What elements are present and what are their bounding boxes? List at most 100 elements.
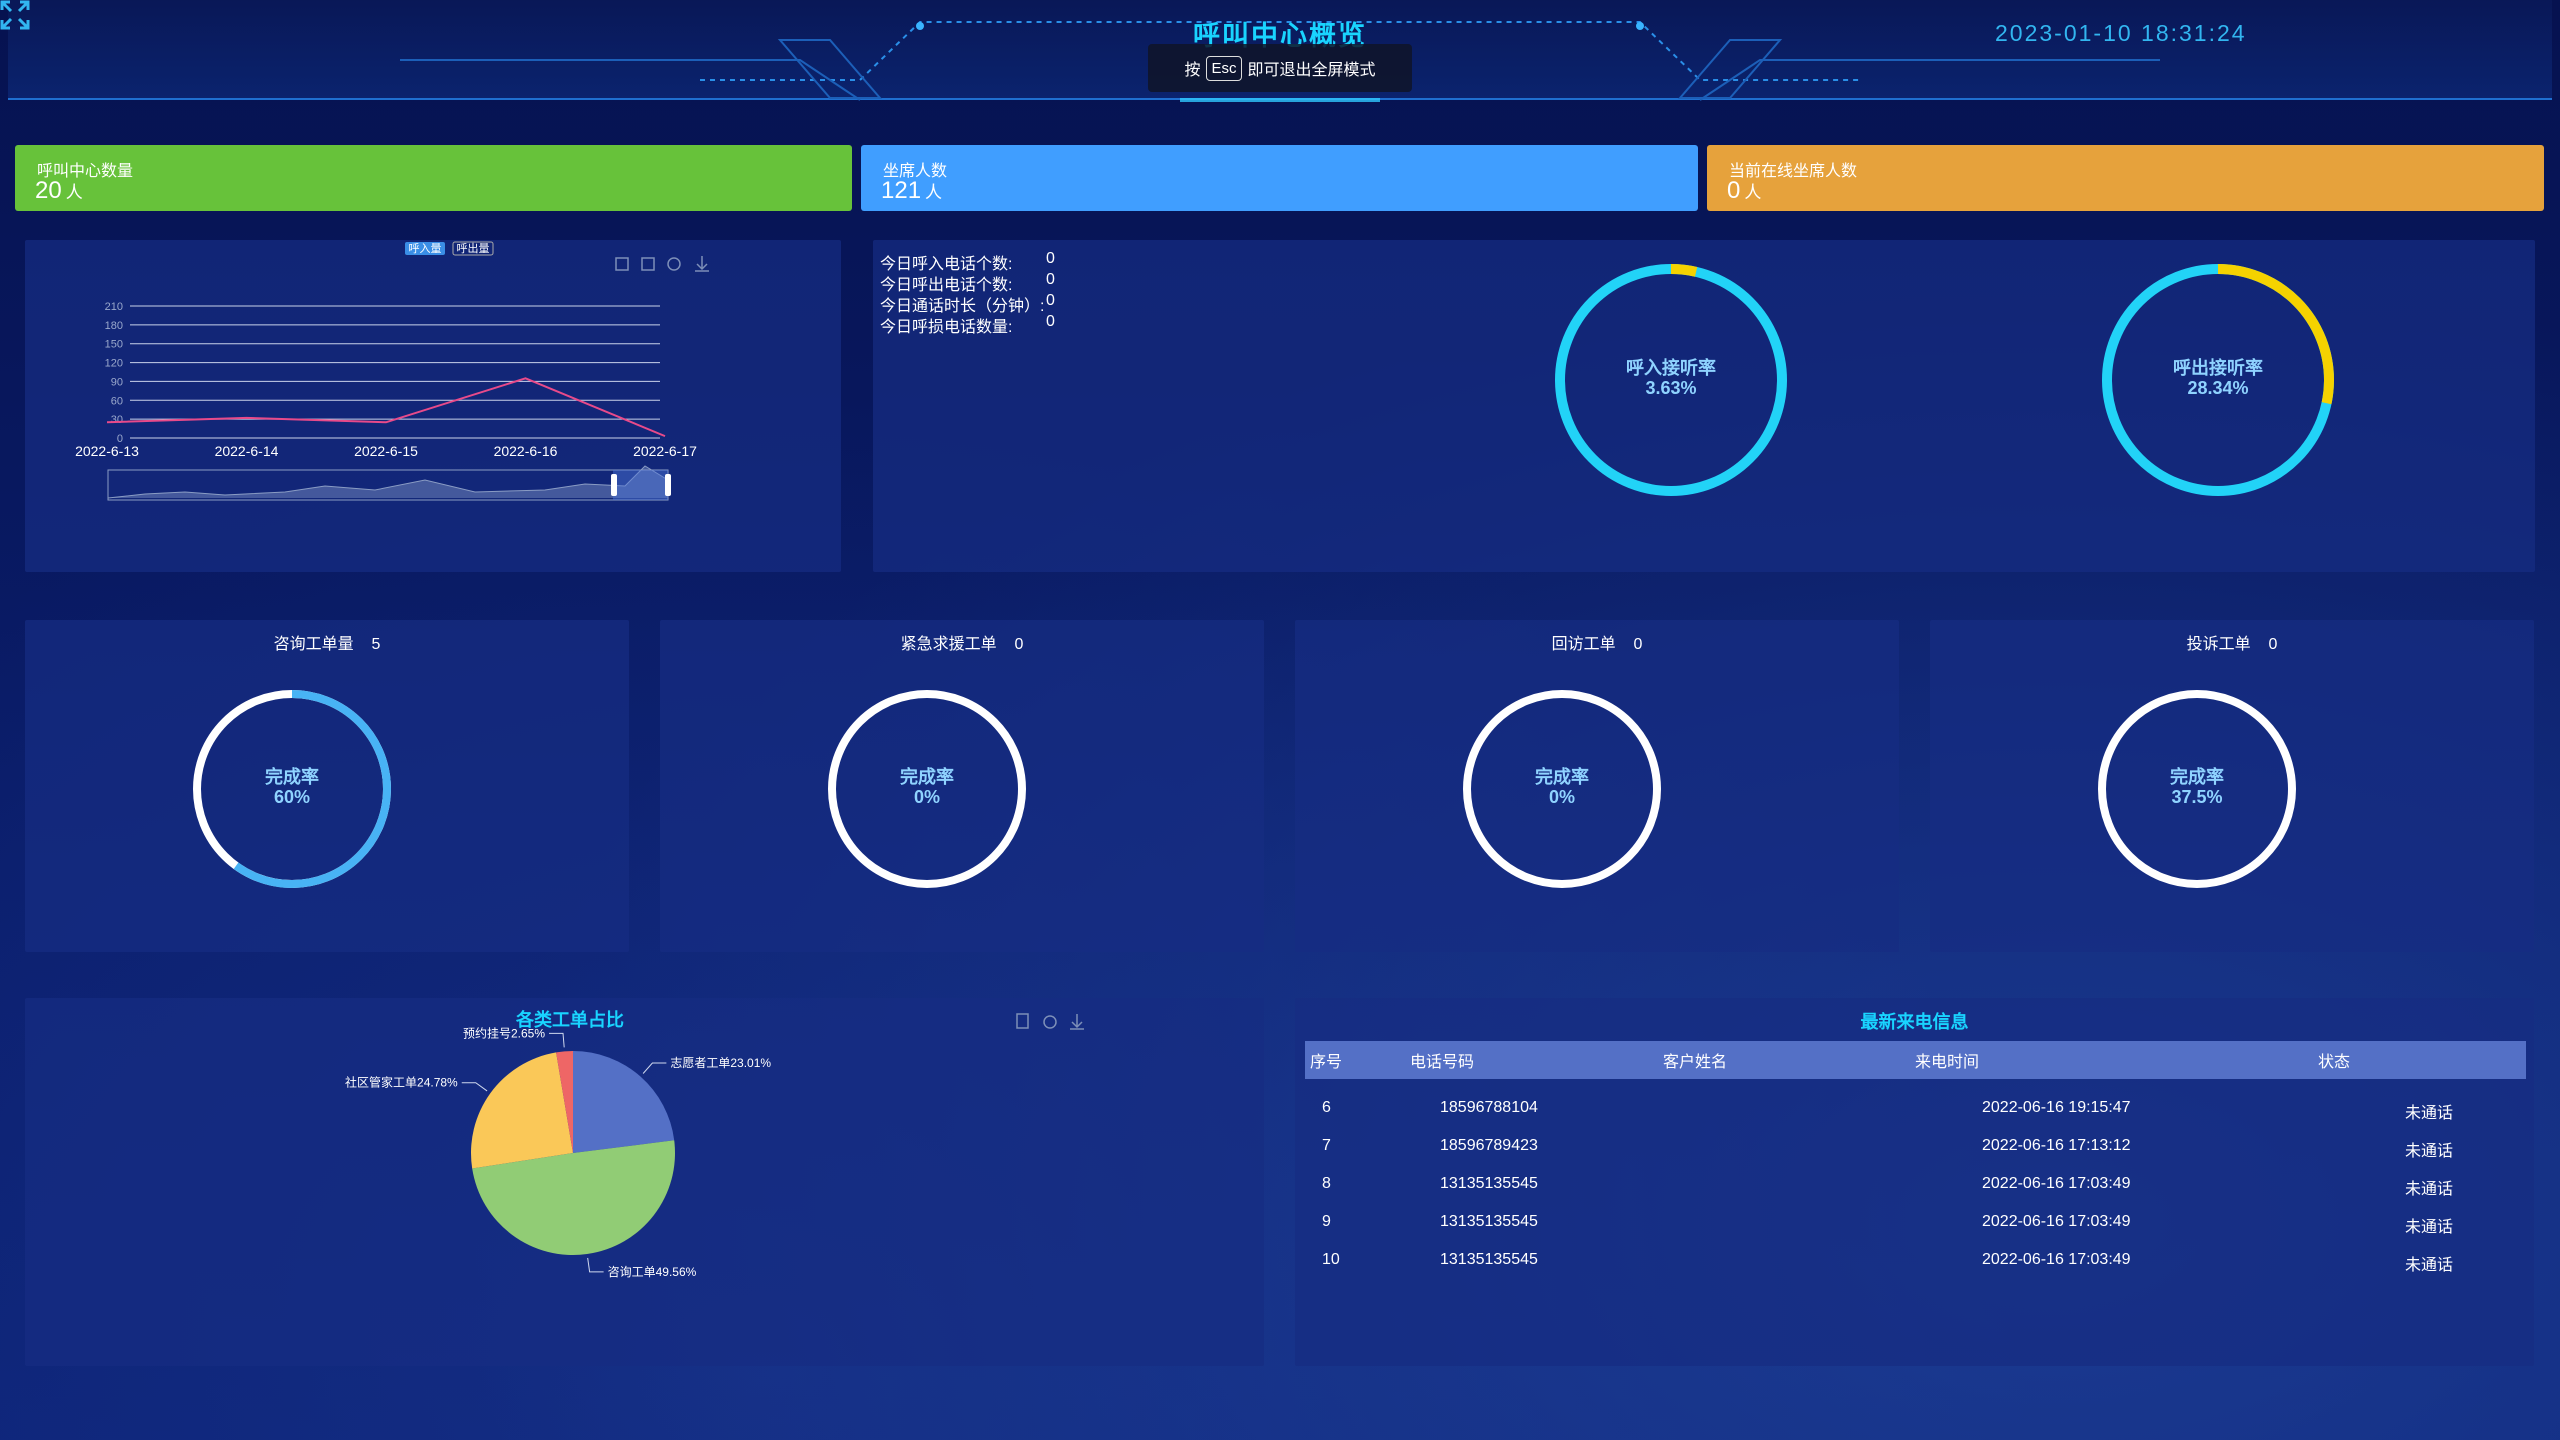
- column-header-no[interactable]: 序号: [1310, 1054, 1343, 1071]
- cell-phone: 13135135545: [1440, 1251, 1538, 1268]
- data-zoom-handle-left[interactable]: [611, 474, 617, 496]
- esc-hint: 按 Esc 即可退出全屏模式: [1148, 44, 1412, 92]
- stat-value: 20 人: [35, 177, 83, 205]
- pie-label: 咨询工单49.56%: [608, 1264, 697, 1279]
- line-chart: 呼入量 呼出量 210 180 150 120 90 60 30 0 2022-6-13 202…: [75, 241, 709, 501]
- cell-status: 未通话: [2405, 1105, 2454, 1122]
- table-header: [1305, 1041, 2526, 1079]
- ring-progress: [2102, 264, 2334, 496]
- work-order-name: 回访工单: [1551, 636, 1616, 653]
- column-header-phone[interactable]: 电话号码: [1410, 1054, 1475, 1071]
- data-zoom-preview: [107, 465, 669, 499]
- cell-time: 2022-06-16 17:03:49: [1982, 1175, 2131, 1192]
- work-order-panel-emergency: [660, 620, 1264, 952]
- today-stat-value: 0: [1046, 271, 1055, 288]
- pie-slice[interactable]: [470, 1052, 573, 1169]
- pie-label: 社区管家工单24.78%: [345, 1075, 458, 1090]
- y-tick-label: 150: [105, 339, 123, 351]
- cell-status: 未通话: [2405, 1219, 2454, 1236]
- work-order-panel-consult: [25, 620, 629, 952]
- legend-item-in[interactable]: 呼入量: [409, 242, 442, 255]
- cell-phone: 13135135545: [1440, 1175, 1538, 1192]
- work-order-panel-complaint: [1930, 620, 2534, 952]
- legend-swatch-in[interactable]: [405, 242, 445, 255]
- data-zoom-selection[interactable]: [613, 470, 668, 500]
- download-icon[interactable]: [1070, 1014, 1084, 1030]
- ring-label: 完成率: [900, 766, 954, 787]
- stat-label: 当前在线坐席人数: [1729, 163, 1858, 180]
- stat-label: 坐席人数: [883, 163, 948, 180]
- work-order-count: 0: [1633, 636, 1643, 653]
- stat-unit: 人: [925, 183, 943, 202]
- y-tick-label: 120: [105, 358, 123, 370]
- today-stat-value: 0: [1046, 313, 1055, 330]
- column-header-status[interactable]: 状态: [2318, 1054, 2351, 1071]
- ring-value: 60%: [274, 787, 310, 807]
- work-order-name: 咨询工单量: [273, 636, 354, 653]
- stat-unit: 人: [1744, 183, 1762, 202]
- fullscreen-icon[interactable]: [0, 0, 30, 30]
- esc-hint-prefix: 按: [1184, 62, 1201, 79]
- pie-chart: 各类工单占比 志愿者工单23.01% 咨询工单49.56% 社区管家工单24.78%…: [345, 1009, 1084, 1279]
- pie-slice[interactable]: [573, 1051, 675, 1153]
- download-icon[interactable]: [695, 256, 709, 272]
- today-stat-label: 今日通话时长（分钟）:: [880, 298, 1045, 315]
- latest-calls-title: 最新来电信息: [1860, 1012, 1969, 1032]
- esc-hint-suffix: 即可退出全屏模式: [1247, 62, 1376, 79]
- legend-swatch-out[interactable]: [452, 241, 494, 256]
- zoom-icon[interactable]: [615, 257, 629, 271]
- ring-value: 0%: [914, 787, 940, 807]
- ring-value: 3.63%: [1645, 378, 1696, 398]
- pie-label-line: [549, 1032, 565, 1048]
- work-order-name: 投诉工单: [2186, 636, 2251, 653]
- work-order-title: 投诉工单 0: [1930, 630, 2534, 654]
- column-header-time[interactable]: 来电时间: [1915, 1054, 1980, 1071]
- ring-value: 37.5%: [2171, 787, 2222, 807]
- pie-slice[interactable]: [556, 1051, 573, 1153]
- pie-slice[interactable]: [472, 1140, 676, 1256]
- work-order-title: 咨询工单量 5: [25, 630, 629, 654]
- ring-track: [2098, 690, 2296, 888]
- series-line: [106, 377, 666, 438]
- pie-label-line: [587, 1257, 604, 1273]
- data-view-icon[interactable]: [1016, 1013, 1029, 1029]
- pie-title: 各类工单占比: [515, 1009, 624, 1030]
- cell-no: 10: [1322, 1251, 1340, 1268]
- refresh-icon[interactable]: [667, 257, 681, 271]
- work-order-name: 紧急求援工单: [900, 636, 997, 653]
- today-stats-panel: [873, 240, 2535, 572]
- y-tick-label: 90: [111, 376, 123, 388]
- work-order-count: 5: [371, 636, 381, 653]
- work-order-count: 0: [2268, 636, 2278, 653]
- y-tick-label: 30: [111, 414, 123, 426]
- work-order-count: 0: [1014, 636, 1024, 653]
- column-header-name[interactable]: 客户姓名: [1663, 1054, 1728, 1071]
- cell-phone: 13135135545: [1440, 1213, 1538, 1230]
- x-tick-label: 2022-6-17: [633, 443, 697, 459]
- line-chart-panel: [25, 240, 841, 572]
- data-zoom-handle-right[interactable]: [665, 474, 671, 496]
- cell-no: 6: [1322, 1099, 1331, 1116]
- ring-track: [1463, 690, 1661, 888]
- ring-label: 呼出接听率: [2173, 357, 2263, 378]
- refresh-icon[interactable]: [1043, 1015, 1057, 1029]
- ring-label: 完成率: [265, 766, 319, 787]
- ring-label: 完成率: [2170, 766, 2224, 787]
- legend-item-out[interactable]: 呼出量: [457, 241, 490, 255]
- zoom-reset-icon[interactable]: [641, 257, 655, 271]
- cell-no: 8: [1322, 1175, 1331, 1192]
- y-tick-label: 210: [105, 301, 123, 313]
- y-tick-label: 0: [117, 433, 123, 445]
- header: 呼叫中心概览 按 Esc 即可退出全屏模式 2023-01-10 18:31:2…: [0, 0, 2560, 110]
- cell-status: 未通话: [2405, 1181, 2454, 1198]
- cell-time: 2022-06-16 17:13:12: [1982, 1137, 2131, 1154]
- stat-label: 呼叫中心数量: [37, 163, 134, 180]
- cell-status: 未通话: [2405, 1257, 2454, 1274]
- stat-unit: 人: [65, 183, 83, 202]
